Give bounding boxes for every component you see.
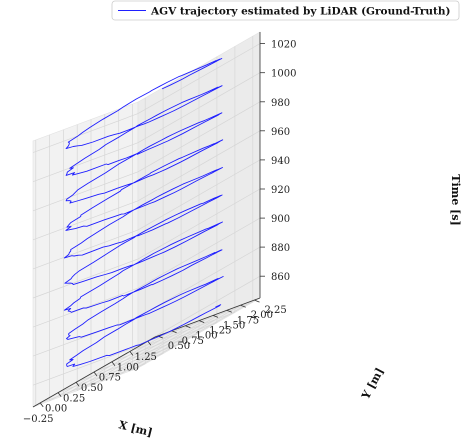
x-tick-label: 1.25 [135,352,157,363]
grid-line-z-back [32,200,139,241]
grid-line-z-back [32,113,139,153]
x-tick-mark [39,402,44,408]
z-axis-label: Time [s] [449,174,462,225]
x-tick-mark [57,392,62,397]
grid-line-z-back [32,229,139,270]
y-tick-label: 2.00 [251,310,273,321]
x-tick-label: 0.25 [63,393,85,404]
legend: AGV trajectory estimated by LiDAR (Groun… [111,0,460,21]
grid-line-z-back [32,345,139,386]
legend-box [111,0,460,21]
grid-line-z-side [137,217,261,289]
y-tick-label: 0.75 [182,336,204,347]
grid-line-z-side [137,43,261,114]
y-tick-mark [199,320,205,323]
grid-line-y-floor [63,325,186,397]
grid-line-z-side [137,101,261,173]
tick-labels: −0.250.000.250.500.751.001.250.500.751.0… [23,40,297,425]
y-tick-label: 1.75 [237,315,259,326]
z-tick-label: 880 [271,243,290,254]
grid-line-z-side [137,130,261,202]
y-tick-label: 1.25 [209,326,231,337]
grid-line-y-floor [132,299,255,371]
z-tick-label: 860 [271,272,290,283]
y-tick-mark [254,299,260,303]
z-tick-label: 960 [271,127,290,138]
x-tick-label: 1.00 [117,362,139,373]
y-tick-label: 2.25 [265,305,287,316]
grid-line-z-back [32,316,139,357]
grid-line-y-floor [118,304,241,376]
z-tick-label: 1020 [271,40,296,51]
grid-line-z-back [32,171,139,212]
z-tick-label: 920 [271,185,290,196]
z-tick-label: 900 [271,214,290,225]
y-tick-mark [171,330,177,334]
x-tick-label: 0.00 [45,404,67,415]
y-tick-label: 1.00 [195,331,217,342]
x-tick-label: 0.75 [99,373,121,384]
grid-line-z-side [137,72,261,144]
y-tick-label: 0.50 [168,341,190,352]
grid-line-z-back [32,142,139,183]
x-tick-mark [111,361,116,366]
grid-line-y-floor [35,335,158,407]
z-tick-label: 1000 [271,69,296,80]
series-layer [63,58,224,367]
y-axis-label: Y [m] [359,366,387,403]
grid-line-z-side [137,188,261,260]
x-axis-label: X [m] [117,418,154,439]
y-tick-mark [240,304,246,308]
grid-line-z-side [137,275,261,347]
series-trajectory-line [63,58,224,367]
y-tick-mark [185,325,191,329]
z-tick-label: 980 [271,98,290,109]
x-tick-mark [75,382,80,387]
z-tick-label: 940 [271,156,290,167]
x-tick-mark [93,371,98,377]
x-tick-mark [147,340,152,346]
grid-line-y-floor [104,309,227,381]
grid-line-z-side [137,159,261,231]
grid-line-z-back [32,258,139,299]
x-tick-label: 0.50 [81,383,103,394]
grid-line-y-floor [49,330,172,402]
grid-line-y-floor [77,320,200,391]
y-tick-mark [226,309,232,313]
grid-line-y-floor [90,315,214,386]
x-tick-mark [129,351,134,356]
legend-label: AGV trajectory estimated by LiDAR (Groun… [150,6,450,18]
x-tick-label: −0.25 [23,414,54,425]
y-tick-label: 1.50 [223,320,245,331]
y-tick-mark [212,315,219,318]
